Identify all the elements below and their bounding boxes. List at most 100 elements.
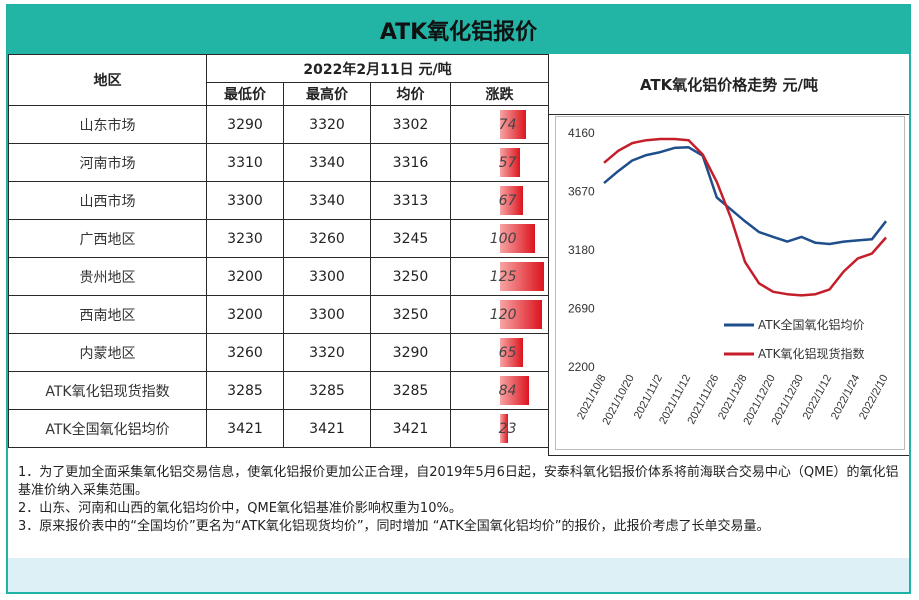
change-value: 74 bbox=[498, 116, 517, 133]
avg-price-cell: 3302 bbox=[370, 105, 451, 144]
change-value: 65 bbox=[498, 344, 517, 361]
col-header-avg: 均价 bbox=[370, 82, 451, 106]
change-cell: 125 bbox=[450, 257, 549, 296]
low-price-cell: 3290 bbox=[206, 105, 284, 144]
high-price-cell: 3300 bbox=[283, 295, 371, 334]
change-cell: 120 bbox=[450, 295, 549, 334]
series-line-1 bbox=[603, 146, 887, 246]
table-row: 西南地区 3200 3300 3250 120 bbox=[8, 295, 549, 334]
high-price-cell: 3340 bbox=[283, 143, 371, 182]
low-price-cell: 3285 bbox=[206, 371, 284, 410]
change-value: 120 bbox=[489, 306, 517, 323]
region-header: 地区 bbox=[8, 54, 207, 106]
high-price-cell: 3340 bbox=[283, 181, 371, 220]
note-2: 2．山东、河南和山西的氧化铝均价中，QME氧化铝基准价影响权重为10%。 bbox=[18, 501, 462, 516]
avg-price-cell: 3316 bbox=[370, 143, 451, 182]
change-cell: 67 bbox=[450, 181, 549, 220]
avg-price-cell: 3285 bbox=[370, 371, 451, 410]
change-cell: 84 bbox=[450, 371, 549, 410]
region-cell: 内蒙地区 bbox=[8, 333, 207, 372]
chart-title: ATK氧化铝价格走势 元/吨 bbox=[549, 54, 909, 115]
high-price-cell: 3300 bbox=[283, 257, 371, 296]
high-price-cell: 3320 bbox=[283, 105, 371, 144]
avg-price-cell: 3245 bbox=[370, 219, 451, 258]
table-row: 广西地区 3230 3260 3245 100 bbox=[8, 219, 549, 258]
price-table: 地区 2022年2月11日 元/吨 最低价 最高价 均价 涨跌 山东市场 3290… bbox=[8, 54, 549, 448]
series-line-2 bbox=[603, 137, 887, 297]
change-value: 67 bbox=[498, 192, 517, 209]
legend-label-2: ATK氧化铝现货指数 bbox=[758, 346, 864, 361]
x-tick-label: 2022/2/10 bbox=[857, 373, 891, 422]
chart-panel: ATK氧化铝价格走势 元/吨 2200 2690 3180 3670 4160 2021/… bbox=[548, 54, 909, 456]
table-row: ATK氧化铝现货指数 3285 3285 3285 84 bbox=[8, 371, 549, 410]
region-cell: 西南地区 bbox=[8, 295, 207, 334]
change-bar bbox=[499, 376, 530, 405]
y-tick-label: 2200 bbox=[568, 360, 595, 374]
region-cell: 河南市场 bbox=[8, 143, 207, 182]
high-price-cell: 3285 bbox=[283, 371, 371, 410]
low-price-cell: 3310 bbox=[206, 143, 284, 182]
avg-price-cell: 3313 bbox=[370, 181, 451, 220]
change-cell: 57 bbox=[450, 143, 549, 182]
region-cell: ATK全国氧化铝均价 bbox=[8, 409, 207, 448]
change-bar bbox=[499, 300, 543, 329]
y-tick-label: 3670 bbox=[568, 185, 595, 199]
change-value: 100 bbox=[489, 230, 517, 247]
avg-price-cell: 3250 bbox=[370, 295, 451, 334]
change-bar bbox=[499, 338, 523, 367]
region-cell: 山西市场 bbox=[8, 181, 207, 220]
change-cell: 100 bbox=[450, 219, 549, 258]
notes-section: 1．为了更加全面采集氧化铝交易信息，使氧化铝报价更加公正合理，自2019年5月6… bbox=[8, 456, 909, 592]
low-price-cell: 3200 bbox=[206, 257, 284, 296]
col-header-change: 涨跌 bbox=[450, 82, 549, 106]
change-value: 23 bbox=[498, 420, 517, 437]
change-bar bbox=[499, 414, 508, 443]
table-row: 山西市场 3300 3340 3313 67 bbox=[8, 181, 549, 220]
region-cell: 山东市场 bbox=[8, 105, 207, 144]
change-bar bbox=[499, 110, 526, 139]
y-tick-label: 4160 bbox=[568, 126, 595, 140]
table-row: 内蒙地区 3260 3320 3290 65 bbox=[8, 333, 549, 372]
date-header: 2022年2月11日 元/吨 bbox=[206, 54, 549, 83]
change-value: 125 bbox=[489, 268, 517, 285]
change-cell: 65 bbox=[450, 333, 549, 372]
change-bar bbox=[499, 148, 520, 177]
high-price-cell: 3260 bbox=[283, 219, 371, 258]
region-cell: ATK氧化铝现货指数 bbox=[8, 371, 207, 410]
change-value: 84 bbox=[498, 382, 517, 399]
low-price-cell: 3421 bbox=[206, 409, 284, 448]
low-price-cell: 3200 bbox=[206, 295, 284, 334]
col-header-low: 最低价 bbox=[206, 82, 284, 106]
col-header-high: 最高价 bbox=[283, 82, 371, 106]
high-price-cell: 3320 bbox=[283, 333, 371, 372]
price-table-panel: 地区 2022年2月11日 元/吨 最低价 最高价 均价 涨跌 山东市场 3290… bbox=[8, 54, 549, 456]
high-price-cell: 3421 bbox=[283, 409, 371, 448]
low-price-cell: 3260 bbox=[206, 333, 284, 372]
table-row: ATK全国氧化铝均价 3421 3421 3421 23 bbox=[8, 409, 549, 448]
low-price-cell: 3300 bbox=[206, 181, 284, 220]
change-bar bbox=[499, 224, 536, 253]
avg-price-cell: 3250 bbox=[370, 257, 451, 296]
bottom-band bbox=[8, 558, 909, 592]
change-bar bbox=[499, 186, 524, 215]
y-tick-label: 2690 bbox=[568, 302, 595, 316]
region-cell: 广西地区 bbox=[8, 219, 207, 258]
note-1: 1．为了更加全面采集氧化铝交易信息，使氧化铝报价更加公正合理，自2019年5月6… bbox=[18, 465, 899, 498]
avg-price-cell: 3421 bbox=[370, 409, 451, 448]
change-cell: 23 bbox=[450, 409, 549, 448]
page-title: ATK氧化铝报价 bbox=[8, 6, 909, 54]
legend-label-1: ATK全国氧化铝均价 bbox=[758, 317, 864, 332]
table-row: 河南市场 3310 3340 3316 57 bbox=[8, 143, 549, 182]
chart-area: 2200 2690 3180 3670 4160 2021/10/8 2021/10/20 2… bbox=[555, 116, 905, 450]
table-row: 贵州地区 3200 3300 3250 125 bbox=[8, 257, 549, 296]
table-row: 山东市场 3290 3320 3302 74 bbox=[8, 105, 549, 144]
region-cell: 贵州地区 bbox=[8, 257, 207, 296]
line-chart: 220026903180367041602021/10/82021/10/202… bbox=[568, 126, 891, 427]
change-bar bbox=[499, 262, 545, 291]
y-tick-label: 3180 bbox=[568, 243, 595, 257]
note-3: 3．原来报价表中的“全国均价”更名为“ATK氧化铝现货均价”，同时增加 “ATK… bbox=[18, 519, 770, 534]
low-price-cell: 3230 bbox=[206, 219, 284, 258]
avg-price-cell: 3290 bbox=[370, 333, 451, 372]
change-value: 57 bbox=[498, 154, 517, 171]
change-cell: 74 bbox=[450, 105, 549, 144]
